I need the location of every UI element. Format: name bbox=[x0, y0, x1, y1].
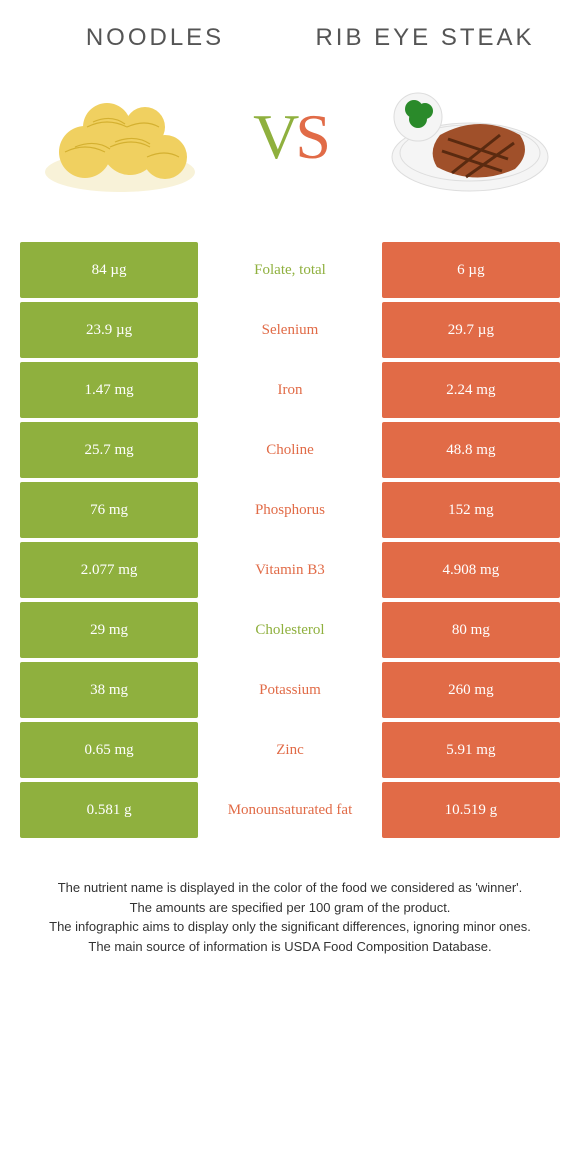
left-value: 23.9 µg bbox=[20, 302, 198, 358]
table-row: 76 mgPhosphorus152 mg bbox=[20, 482, 560, 538]
header-row: Noodles Rib eye steak bbox=[0, 0, 580, 62]
vs-label: VS bbox=[253, 100, 327, 174]
nutrient-label: Phosphorus bbox=[198, 482, 382, 538]
left-value: 84 µg bbox=[20, 242, 198, 298]
table-row: 0.581 gMonounsaturated fat10.519 g bbox=[20, 782, 560, 838]
right-value: 80 mg bbox=[382, 602, 560, 658]
right-food-title: Rib eye steak bbox=[304, 24, 547, 52]
right-value: 29.7 µg bbox=[382, 302, 560, 358]
nutrient-table: 84 µgFolate, total6 µg23.9 µgSelenium29.… bbox=[20, 242, 560, 838]
left-value: 38 mg bbox=[20, 662, 198, 718]
table-row: 25.7 mgCholine48.8 mg bbox=[20, 422, 560, 478]
nutrient-label: Vitamin B3 bbox=[198, 542, 382, 598]
left-value: 2.077 mg bbox=[20, 542, 198, 598]
table-row: 38 mgPotassium260 mg bbox=[20, 662, 560, 718]
nutrient-label: Folate, total bbox=[198, 242, 382, 298]
footer-line: The infographic aims to display only the… bbox=[30, 917, 550, 937]
noodles-image bbox=[30, 72, 210, 202]
nutrient-label: Monounsaturated fat bbox=[198, 782, 382, 838]
nutrient-label: Zinc bbox=[198, 722, 382, 778]
nutrient-label: Iron bbox=[198, 362, 382, 418]
footer-notes: The nutrient name is displayed in the co… bbox=[30, 878, 550, 956]
left-value: 76 mg bbox=[20, 482, 198, 538]
left-value: 0.581 g bbox=[20, 782, 198, 838]
right-value: 152 mg bbox=[382, 482, 560, 538]
left-value: 25.7 mg bbox=[20, 422, 198, 478]
footer-line: The nutrient name is displayed in the co… bbox=[30, 878, 550, 898]
right-value: 10.519 g bbox=[382, 782, 560, 838]
right-value: 4.908 mg bbox=[382, 542, 560, 598]
nutrient-label: Cholesterol bbox=[198, 602, 382, 658]
vs-s: S bbox=[295, 101, 327, 172]
images-row: VS bbox=[0, 62, 580, 222]
left-value: 1.47 mg bbox=[20, 362, 198, 418]
right-value: 6 µg bbox=[382, 242, 560, 298]
nutrient-label: Potassium bbox=[198, 662, 382, 718]
right-value: 260 mg bbox=[382, 662, 560, 718]
left-value: 0.65 mg bbox=[20, 722, 198, 778]
right-value: 5.91 mg bbox=[382, 722, 560, 778]
table-row: 2.077 mgVitamin B34.908 mg bbox=[20, 542, 560, 598]
table-row: 0.65 mgZinc5.91 mg bbox=[20, 722, 560, 778]
footer-line: The main source of information is USDA F… bbox=[30, 937, 550, 957]
table-row: 84 µgFolate, total6 µg bbox=[20, 242, 560, 298]
left-food-title: Noodles bbox=[34, 24, 277, 52]
nutrient-label: Selenium bbox=[198, 302, 382, 358]
table-row: 23.9 µgSelenium29.7 µg bbox=[20, 302, 560, 358]
table-row: 1.47 mgIron2.24 mg bbox=[20, 362, 560, 418]
right-value: 48.8 mg bbox=[382, 422, 560, 478]
left-value: 29 mg bbox=[20, 602, 198, 658]
nutrient-label: Choline bbox=[198, 422, 382, 478]
steak-image bbox=[370, 72, 550, 202]
right-value: 2.24 mg bbox=[382, 362, 560, 418]
footer-line: The amounts are specified per 100 gram o… bbox=[30, 898, 550, 918]
table-row: 29 mgCholesterol80 mg bbox=[20, 602, 560, 658]
vs-v: V bbox=[253, 101, 295, 172]
